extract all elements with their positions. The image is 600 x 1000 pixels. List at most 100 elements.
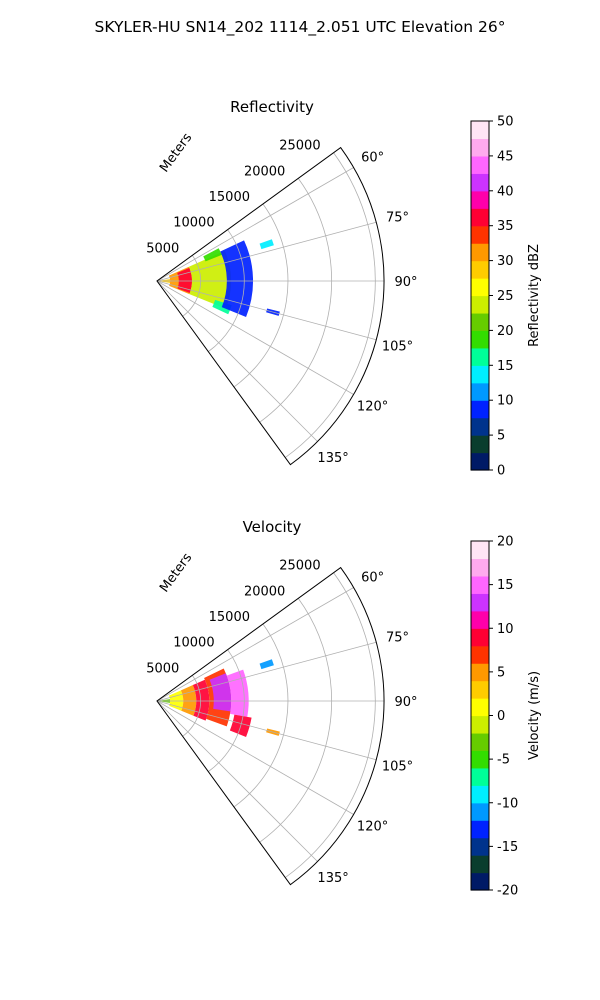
colorbar-tick-label: 20: [497, 535, 514, 550]
colorbar-tick-label: 20: [497, 324, 514, 339]
colorbar-segment: [471, 872, 489, 891]
angle-tick-label: 75°: [386, 211, 409, 226]
colorbar-segment: [471, 417, 489, 436]
sector-frame: [156, 146, 385, 466]
colorbar-segment: [471, 365, 489, 384]
colorbar-segment: [471, 855, 489, 874]
colorbar-tick-label: -5: [497, 753, 510, 768]
echo-band: [177, 267, 192, 293]
range-ring: [285, 572, 376, 878]
echo-field: [157, 239, 280, 317]
colorbar-segment: [471, 575, 489, 594]
range-ring: [208, 649, 245, 772]
colorbar-segment: [471, 802, 489, 821]
azimuth-gridline: [156, 221, 377, 282]
colorbar-tick-label: -20: [497, 884, 518, 899]
azimuth-gridline: [156, 700, 318, 862]
colorbar-segment: [471, 628, 489, 647]
colorbar-segment: [471, 715, 489, 734]
radial-tick-label: 5000: [146, 241, 179, 256]
colorbar-segment: [471, 767, 489, 786]
range-ring: [182, 255, 202, 317]
colorbar-segment: [471, 190, 489, 209]
echo-band: [168, 690, 184, 711]
radial-tick-label: 10000: [173, 216, 214, 231]
colorbar-segment: [471, 837, 489, 856]
radial-tick-label: 5000: [146, 661, 179, 676]
colorbar-tick-label: -10: [497, 796, 518, 811]
colorbar: 0 5 10 15 20 25 30 35 40 45 50 Reflectivity dBZ: [470, 115, 542, 479]
radial-tick-label: 25000: [279, 139, 320, 154]
colorbar-tick-label: 10: [497, 622, 514, 637]
colorbar-segment: [471, 312, 489, 331]
colorbar-segment: [471, 330, 489, 349]
radial-axis-label: Meters: [157, 550, 195, 595]
range-ring: [259, 178, 333, 423]
range-ring: [285, 152, 376, 458]
colorbar-segment: [471, 558, 489, 577]
colorbar-tick-label: 5: [497, 429, 505, 444]
range-ring: [233, 623, 289, 808]
colorbar-segment: [471, 663, 489, 682]
colorbar-segment: [471, 138, 489, 157]
echo-band: [188, 250, 232, 309]
colorbar-segment: [471, 610, 489, 629]
range-ring: [208, 229, 245, 352]
colorbar-segment: [471, 225, 489, 244]
colorbar-segment: [471, 173, 489, 192]
chart-title: Reflectivity: [230, 98, 314, 116]
colorbar-segment: [471, 278, 489, 297]
colorbar-label: Reflectivity dBZ: [527, 244, 542, 347]
colorbar-segment: [471, 243, 489, 262]
colorbar-segment: [471, 260, 489, 279]
colorbar-segment: [471, 541, 489, 560]
echo-band: [259, 239, 274, 250]
colorbar-segment: [471, 680, 489, 699]
radial-tick-label: 20000: [244, 164, 285, 179]
angle-tick-label: 75°: [386, 631, 409, 646]
sector-frame: [156, 566, 385, 886]
radial-tick-label: 10000: [173, 636, 214, 651]
radial-tick-label: 15000: [209, 190, 250, 205]
colorbar: -20 -15 -10 -5 0 5 10 15 20 Velocity (m/s): [470, 535, 542, 899]
radial-axis-label: Meters: [157, 130, 195, 175]
angle-tick-label: 60°: [361, 571, 384, 586]
echo-band: [259, 659, 274, 670]
colorbar-tick-label: 45: [497, 149, 514, 164]
angle-tick-label: 60°: [361, 151, 384, 166]
azimuth-gridline: [156, 641, 377, 702]
colorbar-segment: [471, 382, 489, 401]
colorbar-segment: [471, 155, 489, 174]
angle-tick-label: 90°: [394, 275, 417, 290]
echo-band: [226, 669, 249, 717]
angle-tick-label: 135°: [317, 451, 348, 466]
colorbar-tick-label: 0: [497, 464, 505, 479]
chart-title: Velocity: [243, 518, 302, 536]
radial-tick-label: 20000: [244, 584, 285, 599]
colorbar-label: Velocity (m/s): [527, 671, 542, 760]
polar-panel: Reflectivity 5000 10000 15000 20000 25000 Mete…: [146, 98, 542, 479]
angle-tick-label: 105°: [382, 759, 413, 774]
angle-tick-label: 90°: [394, 695, 417, 710]
colorbar-segment: [471, 698, 489, 717]
figure-title: SKYLER-HU SN14_202 1114_2.051 UTC Elevat…: [95, 18, 506, 37]
azimuth-gridline: [156, 280, 354, 395]
radial-tick-label: 25000: [279, 559, 320, 574]
colorbar-segment: [471, 208, 489, 227]
colorbar-tick-label: 0: [497, 709, 505, 724]
colorbar-tick-label: 5: [497, 665, 505, 680]
colorbar-segment: [471, 785, 489, 804]
azimuth-gridline: [156, 280, 318, 442]
colorbar-segment: [471, 750, 489, 769]
colorbar-segment: [471, 435, 489, 454]
polar-panel: Velocity 5000 10000 15000 20000 25000 Meters 60…: [146, 518, 542, 899]
angle-tick-label: 120°: [357, 400, 388, 415]
colorbar-segment: [471, 121, 489, 140]
colorbar-segment: [471, 593, 489, 612]
colorbar-tick-label: 15: [497, 359, 514, 374]
azimuth-gridline: [156, 587, 354, 702]
angle-tick-label: 135°: [317, 871, 348, 886]
colorbar-segment: [471, 400, 489, 419]
colorbar-segment: [471, 732, 489, 751]
